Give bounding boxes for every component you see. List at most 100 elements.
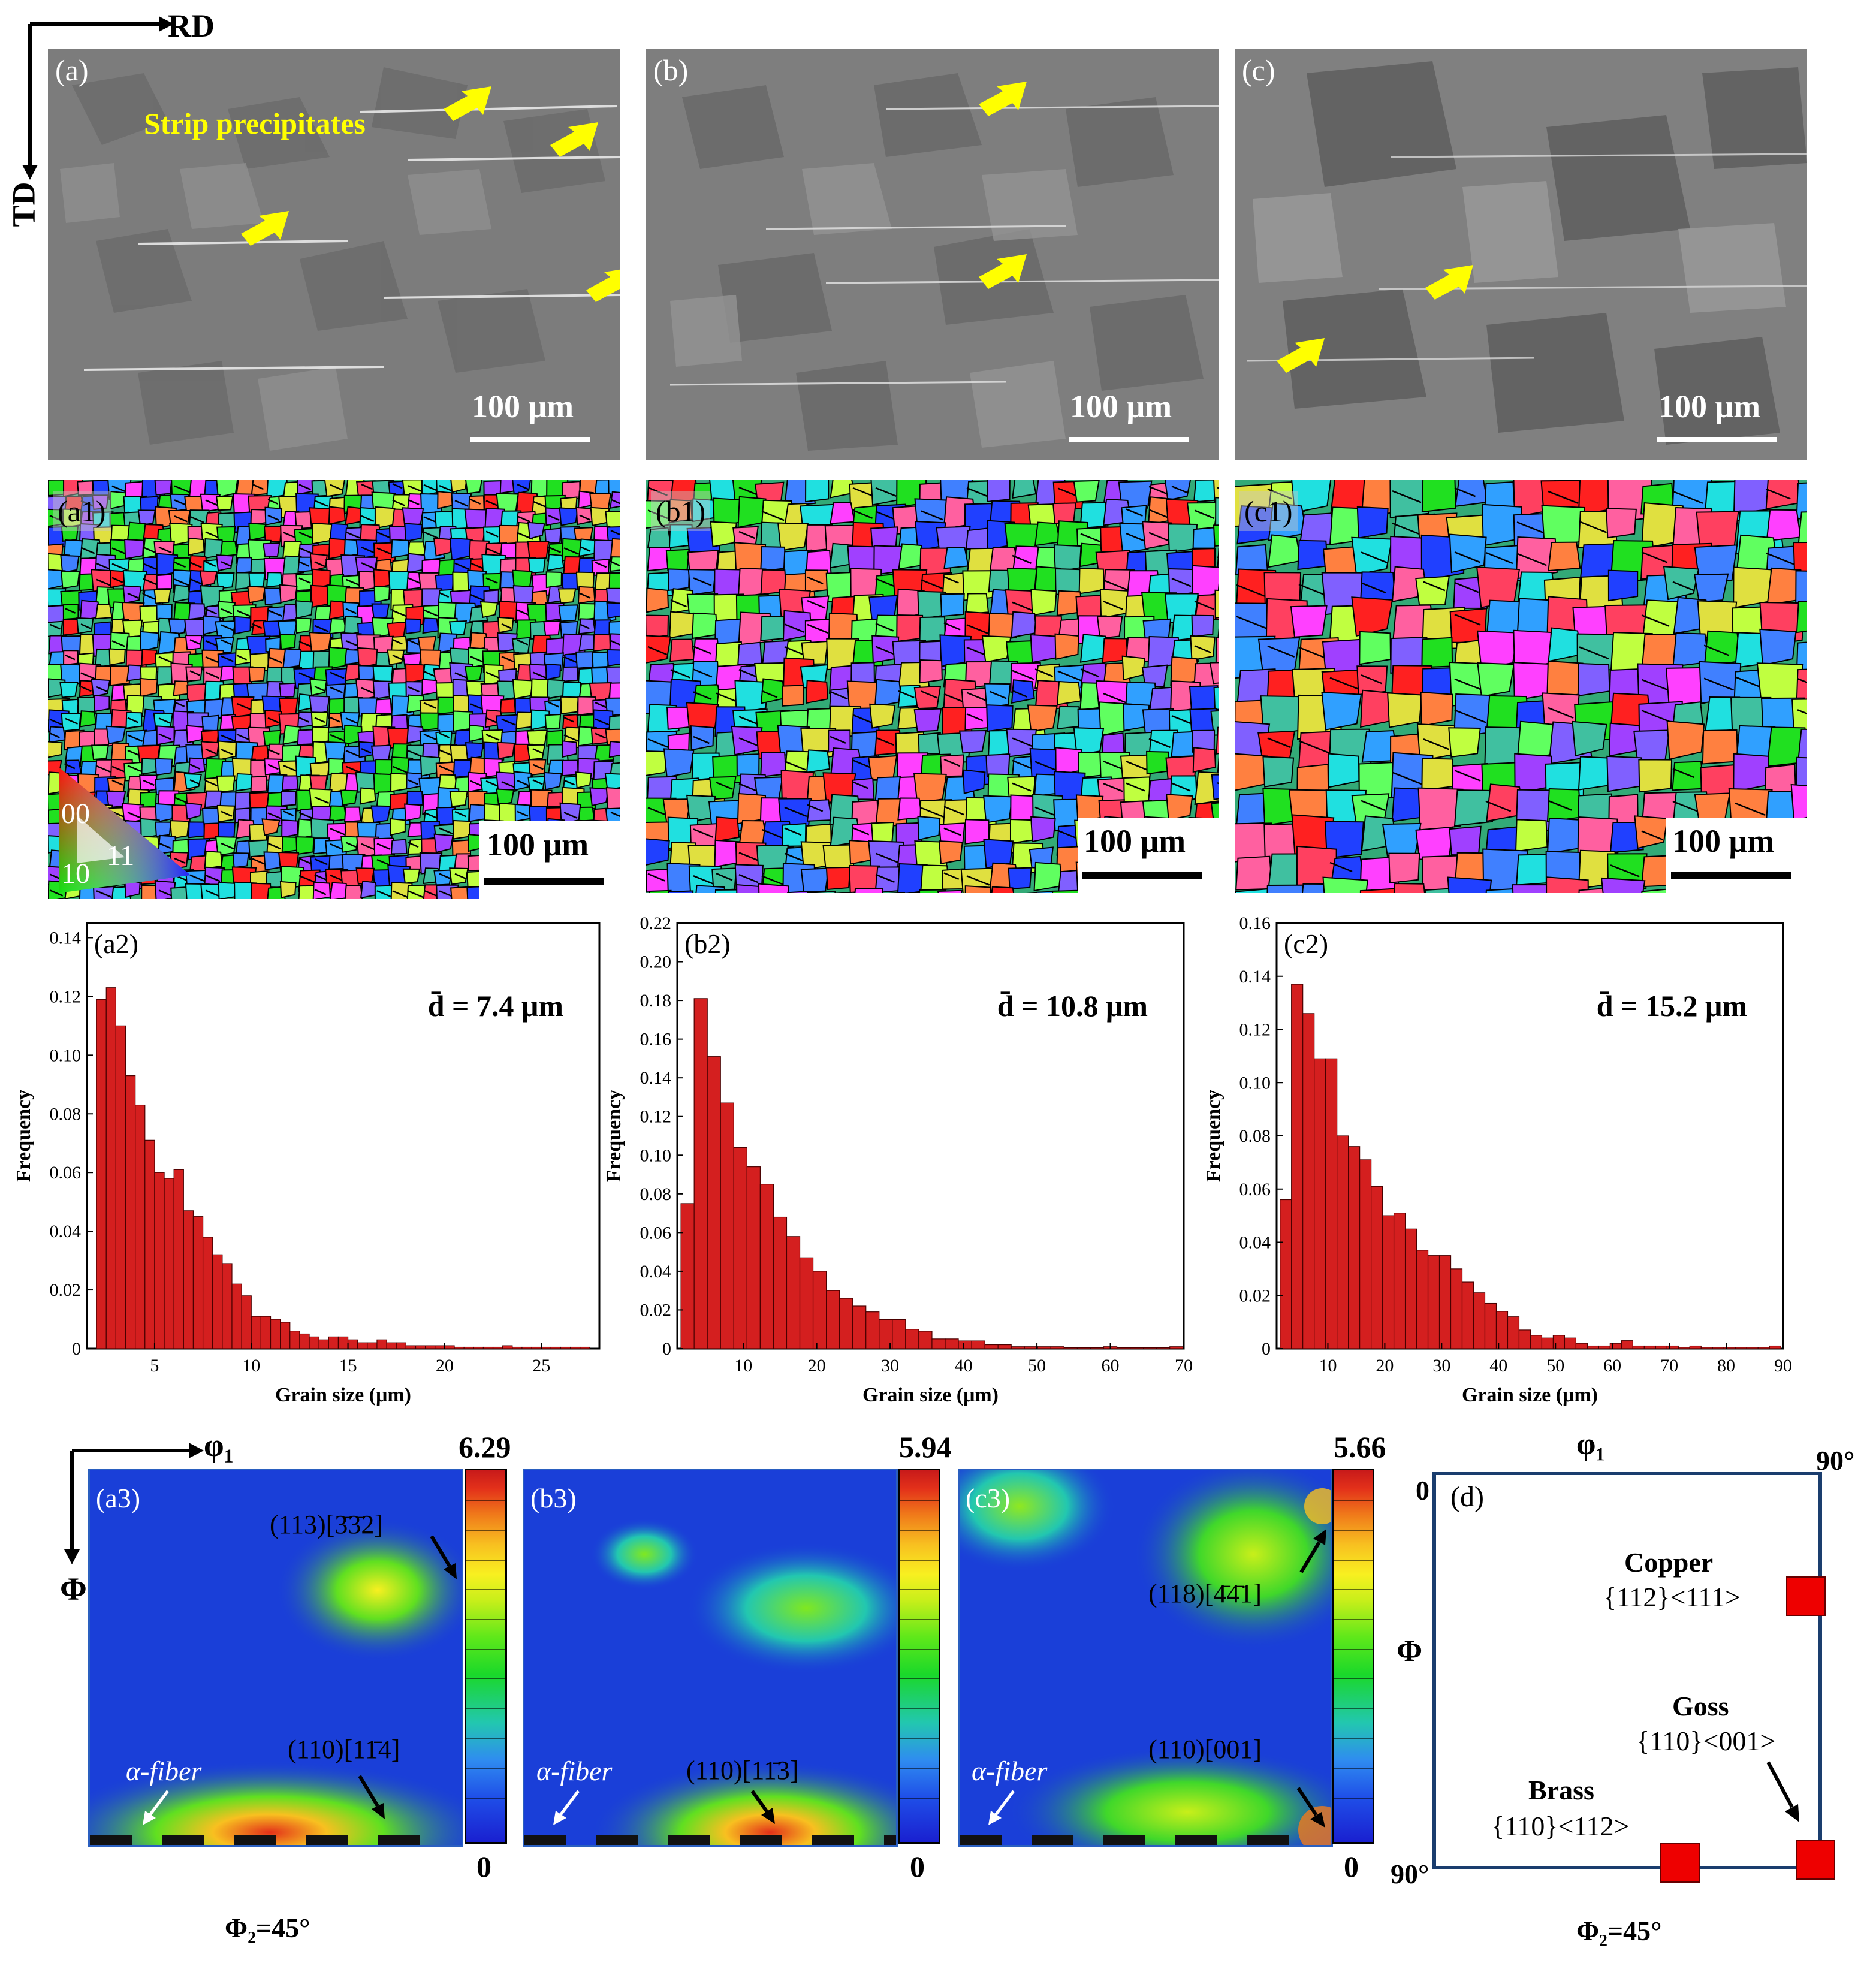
twin-boundary	[80, 686, 92, 692]
grain	[168, 618, 188, 635]
histogram-bar	[984, 1344, 999, 1349]
grain	[1267, 534, 1302, 568]
grain	[279, 584, 298, 604]
grain	[1694, 573, 1729, 603]
grain	[279, 682, 296, 698]
twin-boundary	[127, 765, 141, 772]
y-tick-label: 0.04	[50, 1222, 82, 1241]
twin-boundary	[408, 842, 419, 848]
histogram-bar	[1359, 1159, 1372, 1349]
grain	[547, 553, 565, 571]
y-tick-label: 0.06	[1239, 1180, 1271, 1199]
sem-panel-b: (b) 100 μm	[646, 49, 1219, 460]
histogram-bar	[1314, 1058, 1326, 1349]
twin-boundary	[236, 655, 248, 661]
grain	[1577, 662, 1610, 697]
panel-label: (a1)	[53, 491, 111, 531]
twin-boundary	[1034, 806, 1057, 817]
y-tick-label: 0	[662, 1339, 671, 1359]
grain	[610, 491, 620, 509]
histogram-bar	[997, 1344, 1012, 1349]
twin-boundary	[966, 646, 988, 657]
histogram-bar	[1484, 1302, 1497, 1349]
grain	[1766, 726, 1807, 767]
grain	[1578, 887, 1610, 893]
histogram-bar	[135, 1104, 146, 1349]
grain	[1011, 611, 1037, 638]
grain	[140, 631, 159, 652]
grain	[1257, 637, 1301, 674]
twin-boundary	[1267, 645, 1295, 658]
twin-boundary	[221, 749, 234, 756]
grain	[279, 881, 297, 898]
grain	[983, 839, 1014, 869]
grain	[605, 666, 620, 685]
twin-boundary	[501, 656, 515, 663]
histogram-bar	[931, 1338, 946, 1349]
histogram-bar	[1518, 1329, 1531, 1349]
twin-boundary	[174, 701, 185, 707]
twin-boundary	[143, 546, 156, 554]
grain	[216, 572, 235, 589]
grain	[142, 729, 161, 746]
grain	[295, 836, 315, 855]
grain	[1666, 720, 1705, 760]
grain	[1027, 704, 1058, 732]
scale-bar	[1657, 437, 1777, 442]
grain	[937, 889, 963, 893]
twin-boundary	[236, 733, 250, 741]
twin-boundary	[1148, 738, 1171, 749]
sem-panel-a: (a) Strip precipitates 100 μm	[48, 49, 620, 460]
twin-boundary	[517, 515, 531, 523]
twin-boundary	[454, 810, 467, 818]
histogram-bar	[1037, 1346, 1051, 1349]
histogram-bar	[773, 1216, 788, 1349]
y-tick-label: 0.04	[1239, 1233, 1271, 1253]
scale-box	[479, 821, 620, 899]
grain	[234, 648, 252, 666]
grain	[1235, 855, 1273, 891]
twin-boundary	[298, 812, 313, 819]
grain	[1449, 825, 1482, 856]
grain	[188, 603, 206, 620]
twin-boundary	[693, 691, 712, 700]
y-tick-label: 0.12	[50, 987, 82, 1006]
grain	[358, 665, 375, 682]
grain	[1476, 630, 1518, 670]
twin-boundary	[532, 779, 543, 785]
twin-boundary	[830, 735, 846, 744]
histogram-bar	[1769, 1345, 1781, 1349]
grain	[404, 803, 422, 822]
x-tick-label: 50	[1028, 1356, 1046, 1376]
grain	[985, 753, 1011, 777]
twin-boundary	[1103, 579, 1127, 591]
grain	[200, 741, 220, 760]
grain	[1012, 480, 1037, 499]
twin-boundary	[65, 717, 79, 725]
colorbar-max: 5.66	[1334, 1430, 1386, 1464]
twin-boundary	[439, 592, 450, 598]
twin-boundary	[1579, 646, 1609, 660]
grain	[1215, 637, 1219, 670]
grain	[217, 822, 236, 839]
goss-marker	[1796, 1840, 1835, 1880]
twin-boundary	[875, 852, 900, 864]
twin-boundary	[314, 717, 325, 723]
grain	[185, 802, 203, 820]
twin-boundary	[345, 717, 358, 724]
grain	[690, 725, 714, 751]
grain	[896, 614, 924, 643]
odf-axes: φ₁ Φ	[60, 1427, 252, 1660]
twin-boundary	[408, 890, 424, 898]
colorbar-a3	[465, 1469, 507, 1844]
twin-boundary	[1148, 509, 1168, 518]
twin-boundary	[267, 842, 281, 850]
twin-boundary	[205, 499, 218, 506]
twin-boundary	[548, 701, 559, 708]
twin-boundary	[376, 547, 393, 556]
grain	[1512, 884, 1557, 893]
twin-boundary	[158, 733, 171, 740]
twin-boundary	[205, 671, 220, 679]
grain	[1056, 680, 1082, 705]
alpha-fiber-label: α-fiber	[972, 1756, 1048, 1786]
